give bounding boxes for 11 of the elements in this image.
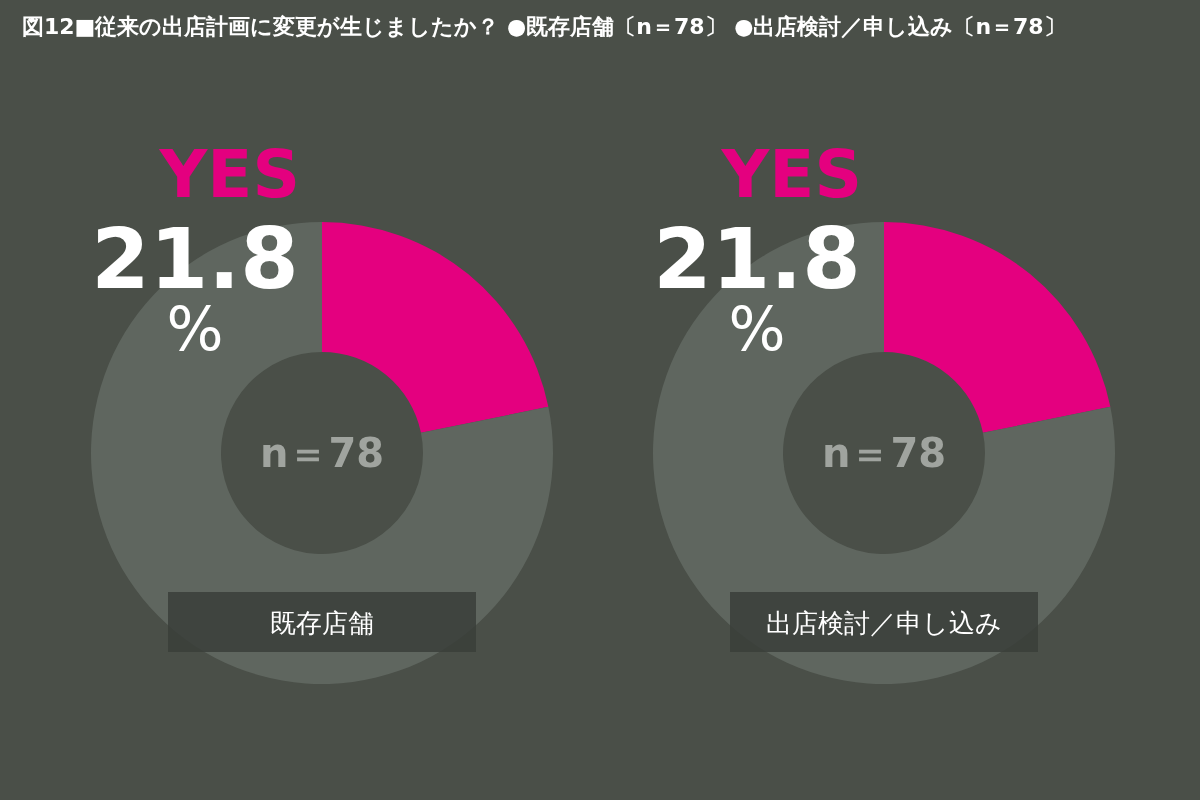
data-label: 21.8% <box>653 210 861 364</box>
slice-label: YES <box>720 136 862 213</box>
text: n＝78 <box>259 430 385 476</box>
text: 既存店舗 <box>270 608 374 638</box>
data-label: 21.8% <box>91 210 299 364</box>
slice-label: YES <box>158 136 300 213</box>
text: n＝78 <box>821 430 947 476</box>
text: 出店検討／申し込み <box>766 608 1002 638</box>
donut-slice <box>884 222 1111 433</box>
donut-slice <box>322 222 549 433</box>
chart-title: 図12■従来の出店計画に変更が生じましたか？ ●既存店舗〔n＝78〕 ●出店検討／申し込み〔n＝78〕 <box>22 14 1066 39</box>
